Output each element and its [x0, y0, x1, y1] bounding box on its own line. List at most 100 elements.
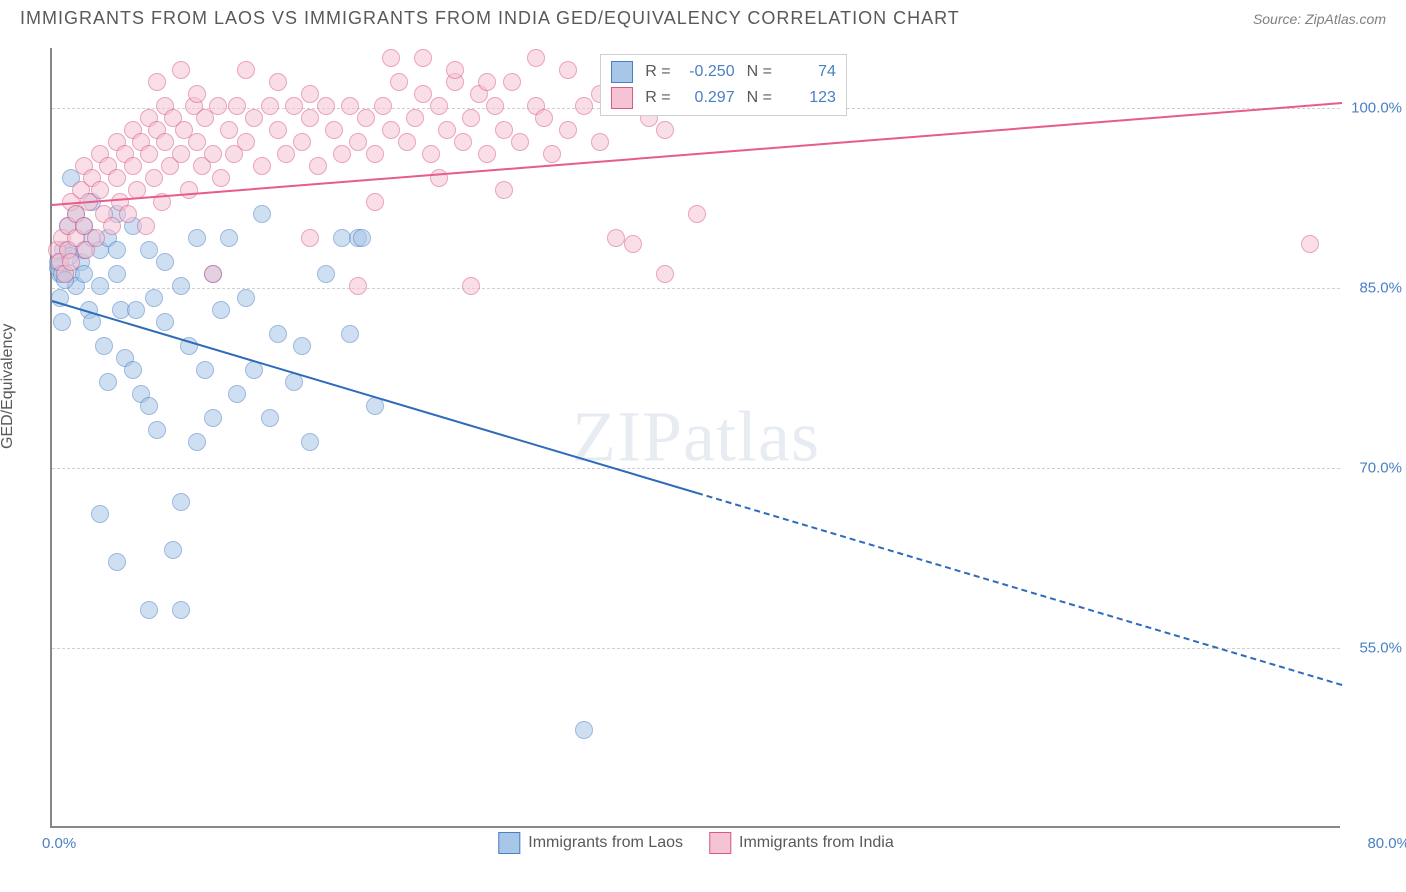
scatter-point	[301, 85, 319, 103]
scatter-point	[140, 601, 158, 619]
scatter-point	[172, 61, 190, 79]
scatter-point	[559, 61, 577, 79]
scatter-point	[124, 157, 142, 175]
scatter-point	[164, 541, 182, 559]
scatter-point	[145, 289, 163, 307]
scatter-point	[559, 121, 577, 139]
scatter-point	[301, 229, 319, 247]
scatter-point	[406, 109, 424, 127]
scatter-point	[495, 121, 513, 139]
scatter-point	[62, 253, 80, 271]
scatter-point	[293, 133, 311, 151]
legend-row: R =-0.250N =74	[611, 59, 836, 85]
scatter-point	[527, 49, 545, 67]
x-tick-label-right: 80.0%	[1367, 835, 1406, 852]
scatter-point	[341, 97, 359, 115]
chart-header: IMMIGRANTS FROM LAOS VS IMMIGRANTS FROM …	[0, 0, 1406, 33]
scatter-point	[269, 73, 287, 91]
scatter-point	[430, 97, 448, 115]
scatter-point	[688, 205, 706, 223]
scatter-point	[148, 421, 166, 439]
scatter-point	[196, 361, 214, 379]
scatter-point	[341, 325, 359, 343]
scatter-point	[140, 397, 158, 415]
scatter-point	[228, 385, 246, 403]
scatter-point	[414, 49, 432, 67]
scatter-point	[237, 289, 255, 307]
scatter-point	[1301, 235, 1319, 253]
n-label: N =	[747, 89, 772, 107]
scatter-point	[253, 157, 271, 175]
scatter-point	[172, 601, 190, 619]
scatter-point	[486, 97, 504, 115]
legend-swatch	[611, 61, 633, 83]
scatter-point	[261, 409, 279, 427]
legend-item-label: Immigrants from India	[739, 834, 894, 852]
scatter-point	[656, 121, 674, 139]
scatter-point	[511, 133, 529, 151]
scatter-point	[624, 235, 642, 253]
scatter-point	[145, 169, 163, 187]
scatter-point	[309, 157, 327, 175]
n-value: 123	[780, 89, 836, 107]
scatter-point	[591, 133, 609, 151]
scatter-point	[366, 193, 384, 211]
y-tick-label: 55.0%	[1359, 640, 1402, 657]
legend-row: R =0.297N =123	[611, 85, 836, 111]
scatter-point	[95, 337, 113, 355]
scatter-point	[108, 169, 126, 187]
scatter-point	[188, 433, 206, 451]
chart-title: IMMIGRANTS FROM LAOS VS IMMIGRANTS FROM …	[20, 8, 960, 29]
scatter-point	[543, 145, 561, 163]
scatter-point	[91, 181, 109, 199]
scatter-point	[301, 433, 319, 451]
scatter-point	[148, 73, 166, 91]
scatter-point	[180, 181, 198, 199]
legend-item: Immigrants from India	[709, 832, 894, 854]
scatter-point	[446, 61, 464, 79]
scatter-point	[156, 253, 174, 271]
source-attribution: Source: ZipAtlas.com	[1253, 11, 1386, 27]
scatter-point	[53, 313, 71, 331]
scatter-point	[293, 337, 311, 355]
scatter-point	[382, 49, 400, 67]
scatter-point	[575, 721, 593, 739]
scatter-point	[462, 277, 480, 295]
scatter-point	[156, 133, 174, 151]
scatter-point	[140, 241, 158, 259]
scatter-point	[87, 229, 105, 247]
y-tick-label: 100.0%	[1351, 100, 1402, 117]
scatter-point	[127, 301, 145, 319]
scatter-point	[478, 145, 496, 163]
scatter-point	[91, 277, 109, 295]
scatter-point	[353, 229, 371, 247]
scatter-point	[269, 121, 287, 139]
scatter-point	[103, 217, 121, 235]
scatter-point	[317, 265, 335, 283]
scatter-point	[495, 181, 513, 199]
legend-swatch	[611, 87, 633, 109]
scatter-point	[301, 109, 319, 127]
scatter-point	[503, 73, 521, 91]
scatter-point	[172, 493, 190, 511]
gridline	[52, 648, 1340, 649]
scatter-point	[656, 265, 674, 283]
scatter-point	[137, 217, 155, 235]
scatter-point	[390, 73, 408, 91]
scatter-point	[188, 133, 206, 151]
trendline-dashed	[697, 492, 1343, 686]
scatter-point	[245, 109, 263, 127]
scatter-point	[454, 133, 472, 151]
scatter-point	[277, 145, 295, 163]
scatter-point	[204, 409, 222, 427]
scatter-point	[220, 229, 238, 247]
scatter-point	[108, 265, 126, 283]
scatter-point	[269, 325, 287, 343]
scatter-point	[140, 145, 158, 163]
x-tick-label-left: 0.0%	[42, 835, 76, 852]
scatter-point	[575, 97, 593, 115]
y-tick-label: 85.0%	[1359, 280, 1402, 297]
scatter-point	[349, 277, 367, 295]
correlation-legend: R =-0.250N =74R =0.297N =123	[600, 54, 847, 116]
scatter-point	[209, 97, 227, 115]
